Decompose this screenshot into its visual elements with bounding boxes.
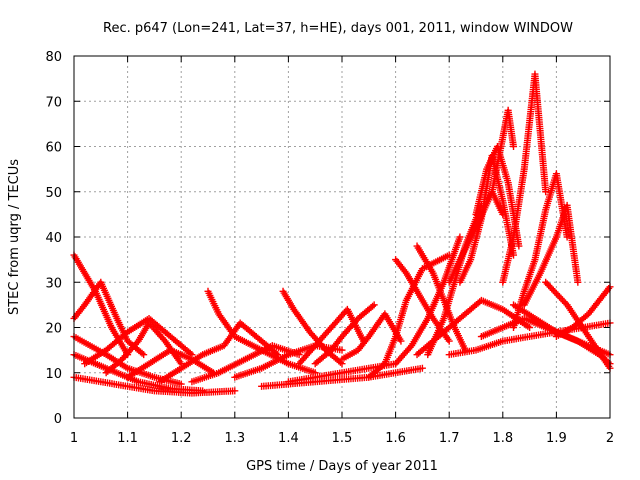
data-point-marker — [552, 290, 560, 298]
data-point-marker — [554, 291, 562, 299]
x-tick-label: 1.6 — [385, 431, 406, 446]
y-tick-label: 50 — [45, 186, 62, 201]
series-arc-28 — [499, 70, 550, 286]
data-point-marker — [557, 294, 565, 302]
data-point-marker — [542, 188, 550, 196]
data-point-marker — [336, 358, 344, 366]
y-tick-label: 10 — [45, 367, 62, 382]
y-axis-label: STEC from uqrg / TECUs — [7, 159, 22, 315]
data-point-marker — [138, 349, 146, 357]
y-tick-label: 30 — [45, 276, 62, 291]
y-tick-label: 0 — [54, 412, 62, 427]
series-arc-5 — [70, 373, 239, 397]
data-point-marker — [526, 324, 534, 331]
series-arc-27 — [488, 106, 518, 196]
data-point-marker — [515, 242, 523, 250]
series-arc-20 — [392, 233, 464, 368]
x-tick-label: 1.1 — [117, 431, 138, 446]
data-point-marker — [560, 298, 568, 306]
x-tick-label: 1.2 — [171, 431, 192, 446]
y-axis-ticks: 0 10 20 30 40 50 60 70 80 — [45, 50, 610, 427]
series-arc-14 — [295, 305, 367, 368]
data-point-marker — [559, 296, 567, 304]
x-tick-label: 1.5 — [332, 431, 353, 446]
data-point-marker — [140, 351, 148, 359]
series-arc-15 — [311, 301, 378, 368]
y-tick-label: 70 — [45, 95, 62, 110]
series-arc-35 — [445, 319, 614, 359]
data-point-marker — [548, 285, 556, 293]
data-point-marker — [369, 302, 377, 310]
data-point-marker — [456, 233, 464, 241]
data-point-marker — [510, 251, 518, 259]
x-tick-label: 1.8 — [492, 431, 513, 446]
data-point-marker — [563, 233, 571, 241]
x-axis-label: GPS time / Days of year 2011 — [246, 459, 438, 474]
series-arc-30 — [520, 201, 582, 309]
data-point-marker — [555, 293, 563, 301]
data-point-marker — [546, 283, 554, 291]
data-point-marker — [549, 286, 557, 294]
data-point-marker — [418, 364, 426, 372]
data-point-marker — [542, 278, 550, 286]
data-point-marker — [543, 280, 551, 288]
data-point-marker — [574, 278, 582, 286]
series-arc-36 — [258, 364, 426, 390]
data-point-marker — [338, 346, 346, 354]
data-point-marker — [397, 337, 405, 345]
data-point-marker — [510, 143, 518, 150]
data-point-marker — [545, 281, 553, 289]
data-point-marker — [370, 301, 378, 309]
y-tick-label: 60 — [45, 141, 62, 156]
x-tick-label: 1 — [70, 431, 78, 446]
data-point-marker — [445, 337, 453, 345]
x-tick-label: 1.9 — [546, 431, 567, 446]
x-tick-label: 1.7 — [439, 431, 460, 446]
x-tick-label: 1.3 — [224, 431, 245, 446]
series-arc-18 — [365, 251, 453, 381]
data-point-marker — [551, 288, 559, 296]
x-tick-label: 1.4 — [278, 431, 299, 446]
y-tick-label: 40 — [45, 231, 62, 246]
y-tick-label: 80 — [45, 50, 62, 65]
x-tick-label: 2 — [606, 431, 614, 446]
chart-title: Rec. p647 (Lon=241, Lat=37, h=HE), days … — [103, 21, 573, 36]
y-tick-label: 20 — [45, 322, 62, 337]
x-axis-ticks: 1 1.1 1.2 1.3 1.4 1.5 1.6 1.7 1.8 1.9 2 — [70, 56, 614, 446]
data-point-marker — [231, 387, 239, 395]
data-series — [70, 70, 614, 397]
